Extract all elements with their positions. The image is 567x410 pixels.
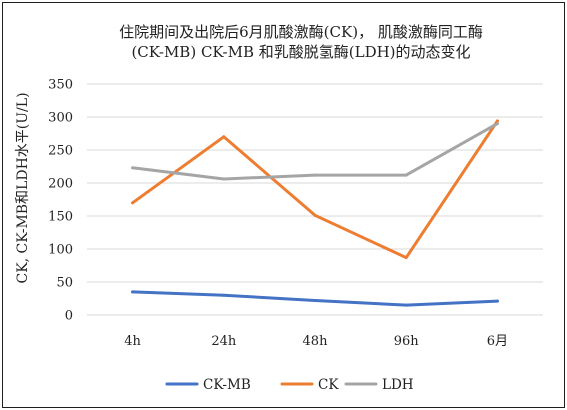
data-point	[222, 135, 226, 139]
data-point	[131, 166, 135, 170]
x-tick-label: 4h	[124, 334, 141, 349]
data-point	[404, 173, 408, 177]
y-tick-label: 150	[48, 210, 73, 225]
legend-label-ck-mb: CK-MB	[203, 377, 251, 393]
data-point	[222, 293, 226, 297]
legend: CK-MB CK LDH	[165, 377, 414, 393]
data-point	[222, 177, 226, 181]
y-tick-label: 250	[48, 144, 73, 159]
legend-label-ldh: LDH	[382, 377, 414, 393]
y-tick-label: 50	[56, 276, 73, 291]
data-point	[404, 303, 408, 307]
data-point	[313, 298, 317, 302]
y-axis-label: CK, CK-MB和LDH水平(U/L)	[15, 92, 31, 283]
x-tick-label: 24h	[211, 334, 237, 349]
x-tick-label: 48h	[303, 334, 329, 349]
series-line-ck	[131, 119, 499, 260]
data-point	[495, 299, 499, 303]
data-point	[495, 122, 499, 126]
y-tick-label: 0	[65, 309, 73, 324]
x-tick-labels: 4h 24h 48h 96h 6月	[124, 334, 508, 349]
data-point	[131, 290, 135, 294]
y-tick-labels: 0 50 100 150 200 250 300 350	[48, 78, 73, 324]
y-tick-label: 300	[48, 111, 73, 126]
y-tick-label: 200	[48, 177, 73, 192]
series-line-ck-mb	[131, 290, 499, 307]
data-point	[495, 119, 499, 123]
data-point	[313, 173, 317, 177]
data-point	[404, 256, 408, 260]
series-line-ldh	[131, 122, 499, 181]
data-point	[131, 201, 135, 205]
y-tick-label: 350	[48, 78, 73, 93]
series-lines	[131, 119, 499, 307]
chart-title-line-1: 住院期间及出院后6月肌酸激酶(CK)， 肌酸激酶同工酶	[119, 23, 483, 41]
chart-title: 住院期间及出院后6月肌酸激酶(CK)， 肌酸激酶同工酶 (CK-MB) CK-M…	[119, 23, 483, 61]
y-tick-label: 100	[48, 243, 73, 258]
legend-label-ck: CK	[318, 377, 339, 393]
data-point	[313, 213, 317, 217]
x-tick-label: 96h	[394, 334, 420, 349]
chart-title-line-2: (CK-MB) CK-MB 和乳酸脱氢酶(LDH)的动态变化	[131, 43, 470, 61]
x-tick-label: 6月	[487, 334, 508, 349]
gridlines	[87, 83, 543, 316]
